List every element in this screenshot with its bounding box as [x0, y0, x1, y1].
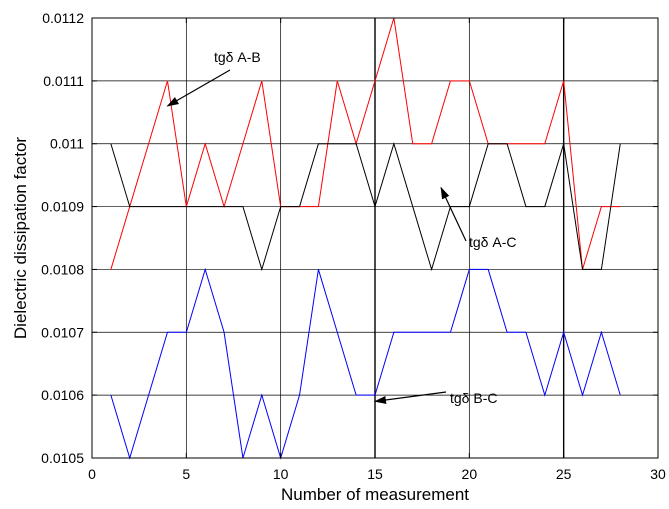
annotation-label: tgδ B-C — [450, 390, 497, 406]
x-tick-labels: 0 5 10 15 20 25 30 — [88, 466, 666, 482]
annotation-arrow — [166, 69, 231, 107]
series-lines — [110, 17, 621, 460]
annotation-arrow — [440, 186, 467, 242]
y-axis-title: Dielectric dissipation factor — [11, 137, 30, 340]
x-tick-label: 0 — [88, 466, 96, 482]
x-tick-label: 10 — [273, 466, 289, 482]
y-tick-label: 0.011 — [50, 136, 84, 152]
series-line-tg-a-c — [110, 141, 621, 272]
annotation-label: tgδ A-B — [214, 49, 261, 65]
y-tick-label: 0.0106 — [41, 387, 84, 403]
series-line-tg-b-c — [110, 267, 621, 460]
annotation-label: tgδ A-C — [469, 234, 516, 250]
x-tick-label: 25 — [556, 466, 572, 482]
x-tick-label: 30 — [650, 466, 666, 482]
y-tick-label: 0.0108 — [41, 261, 84, 277]
annotation-arrow — [374, 391, 447, 404]
annotations: tgδ A-B tgδ A-C tgδ B-C — [166, 49, 516, 406]
y-tick-label: 0.0107 — [41, 324, 84, 340]
y-tick-label: 0.0111 — [43, 73, 84, 89]
y-tick-labels: 0.0105 0.0106 0.0107 0.0108 0.0109 0.011 0.011… — [41, 10, 84, 466]
x-tick-label: 15 — [367, 466, 383, 482]
y-tick-label: 0.0112 — [42, 10, 84, 26]
x-tick-label: 5 — [182, 466, 190, 482]
y-tick-label: 0.0109 — [41, 199, 84, 215]
y-tick-label: 0.0105 — [41, 450, 84, 466]
axis-ticks — [91, 17, 659, 459]
x-axis-title: Number of measurement — [281, 485, 469, 504]
series-line-tg-a-b — [110, 17, 621, 270]
x-tick-label: 20 — [462, 466, 478, 482]
